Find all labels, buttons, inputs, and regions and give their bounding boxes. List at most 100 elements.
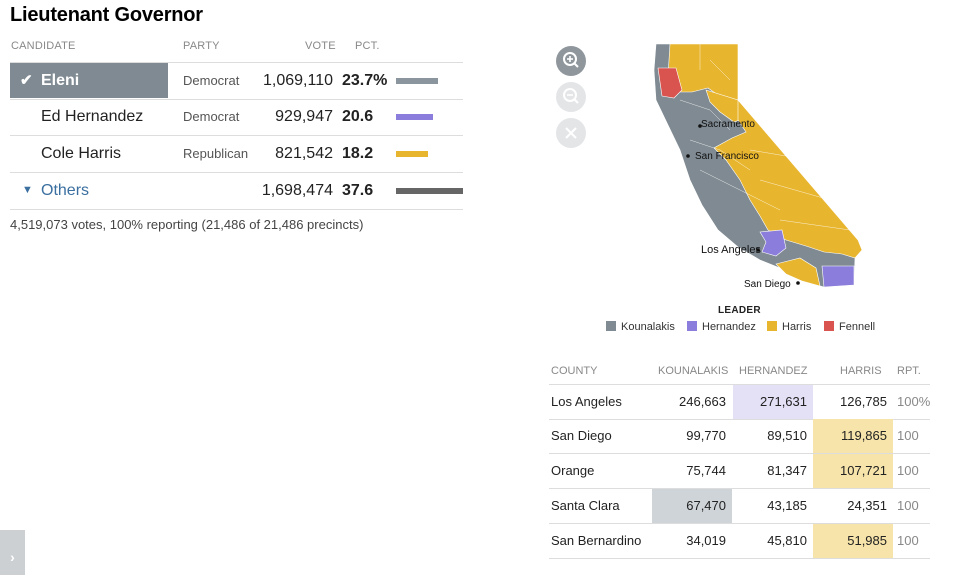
candidate-pct: 23.7% [342, 72, 388, 89]
city-label: Los Angeles [701, 244, 761, 256]
hernandez-votes: 81,347 [767, 463, 807, 478]
region-harris-south [775, 257, 821, 287]
city-dot [756, 248, 760, 252]
legend-label: Kounalakis [621, 321, 675, 333]
hernandez-votes: 271,631 [733, 385, 813, 419]
county-row: San Diego 99,770 89,510 119,865 100 [549, 419, 930, 454]
hernandez-votes: 89,510 [767, 428, 807, 443]
kounalakis-header: KOUNALAKIS [658, 365, 729, 377]
california-county-map[interactable]: Sacramento San Francisco Los Angeles San… [610, 40, 870, 295]
legend-item: Harris [767, 321, 811, 333]
reporting-pct: 100 [897, 533, 919, 548]
reporting-pct: 100 [897, 428, 919, 443]
city-dot [686, 154, 690, 158]
region-harris-central [713, 99, 863, 259]
candidate-row: ✔ Eleni Kounalakis Democrat 1,069,110 23… [10, 62, 463, 124]
legend-item: Hernandez [687, 321, 756, 333]
rpt-header: RPT. [897, 365, 921, 377]
county-row: Los Angeles 246,663 271,631 126,785 100% [549, 384, 930, 420]
candidate-votes: 821,542 [275, 145, 333, 162]
hernandez-votes: 45,810 [767, 533, 807, 548]
candidate-votes: 1,698,474 [261, 182, 333, 199]
region-hernandez-imperial [821, 265, 855, 288]
candidate-party: Republican [183, 146, 249, 161]
candidate-pct: 20.6 [342, 108, 374, 125]
pct-bar [396, 114, 433, 120]
legend-swatch [767, 321, 777, 331]
candidate-name: Cole Harris [41, 145, 122, 162]
reporting-pct: 100 [897, 498, 919, 513]
harris-votes: 119,865 [813, 419, 893, 453]
city-dot [698, 124, 702, 128]
header-candidate: CANDIDATE [11, 40, 76, 52]
pct-bar [396, 151, 428, 157]
county-name: San Bernardino [551, 533, 642, 548]
county-row: San Bernardino 34,019 45,810 51,985 100 [549, 524, 930, 559]
county-name: Los Angeles [551, 394, 622, 409]
others-toggle[interactable]: Others [41, 182, 90, 199]
pct-bar [396, 188, 463, 194]
legend-label: Fennell [839, 321, 876, 333]
candidate-votes: 1,069,110 [263, 72, 333, 89]
legend-item: Kounalakis [606, 321, 675, 333]
kounalakis-votes: 99,770 [686, 428, 726, 443]
candidate-row: Ed Hernandez Democrat 929,947 20.6 [10, 99, 463, 136]
legend-swatch [606, 321, 616, 331]
legend-item: Fennell [824, 321, 875, 333]
zoom-out-icon [563, 88, 579, 104]
kounalakis-votes: 246,663 [679, 394, 726, 409]
legend-swatch [687, 321, 697, 331]
zoom-in-button[interactable] [556, 46, 586, 76]
candidate-pct: 18.2 [342, 145, 374, 162]
region-fennell [657, 67, 683, 99]
harris-votes: 107,721 [813, 454, 893, 488]
candidate-party: Democrat [183, 73, 240, 88]
zoom-out-button[interactable] [556, 82, 586, 112]
reporting-pct: 100 [897, 463, 919, 478]
reporting-pct: 100% [897, 394, 931, 409]
header-vote: VOTE [305, 40, 336, 52]
harris-votes: 24,351 [847, 498, 887, 513]
pct-bar [396, 78, 438, 84]
candidate-votes: 929,947 [275, 108, 333, 125]
city-dot [796, 281, 800, 285]
region-hernandez-la [759, 229, 787, 257]
county-row: Orange 75,744 81,347 107,721 100 [549, 454, 930, 489]
reporting-summary: 4,519,073 votes, 100% reporting (21,486 … [10, 217, 364, 232]
candidate-name: Eleni Kounalakis [41, 72, 127, 124]
legend-swatch [824, 321, 834, 331]
expand-panel-button[interactable]: › [0, 530, 25, 575]
check-icon: ✔ [20, 72, 33, 89]
candidate-name: Ed Hernandez [41, 108, 144, 125]
legend-label: Harris [782, 321, 812, 333]
county-name: San Diego [551, 428, 612, 443]
city-label: Sacramento [701, 119, 755, 130]
hernandez-votes: 43,185 [767, 498, 807, 513]
kounalakis-votes: 67,470 [652, 489, 732, 523]
candidate-name-cell: ✔ Eleni Kounalakis [10, 63, 168, 124]
city-label: San Francisco [695, 151, 759, 162]
race-title: Lieutenant Governor [10, 4, 203, 26]
others-row[interactable]: ▼ Others 1,698,474 37.6 [10, 173, 463, 210]
county-name: Santa Clara [551, 498, 620, 513]
harris-header: HARRIS [840, 365, 882, 377]
kounalakis-votes: 75,744 [686, 463, 726, 478]
harris-votes: 126,785 [840, 394, 887, 409]
harris-votes: 51,985 [813, 524, 893, 558]
header-party: PARTY [183, 40, 220, 52]
county-name: Orange [551, 463, 595, 478]
reset-map-button[interactable] [556, 118, 586, 148]
candidate-pct: 37.6 [342, 182, 374, 199]
close-icon [565, 127, 577, 139]
header-pct: PCT. [355, 40, 380, 52]
chevron-right-icon: › [10, 549, 15, 565]
legend-label: Hernandez [702, 321, 756, 333]
county-row: Santa Clara 67,470 43,185 24,351 100 [549, 489, 930, 524]
candidate-row: Cole Harris Republican 821,542 18.2 [10, 136, 463, 173]
county-header: COUNTY [551, 365, 598, 377]
triangle-down-icon[interactable]: ▼ [22, 184, 33, 196]
zoom-in-icon [563, 52, 579, 68]
kounalakis-votes: 34,019 [686, 533, 726, 548]
legend-title: LEADER [718, 305, 761, 316]
hernandez-header: HERNANDEZ [739, 365, 808, 377]
